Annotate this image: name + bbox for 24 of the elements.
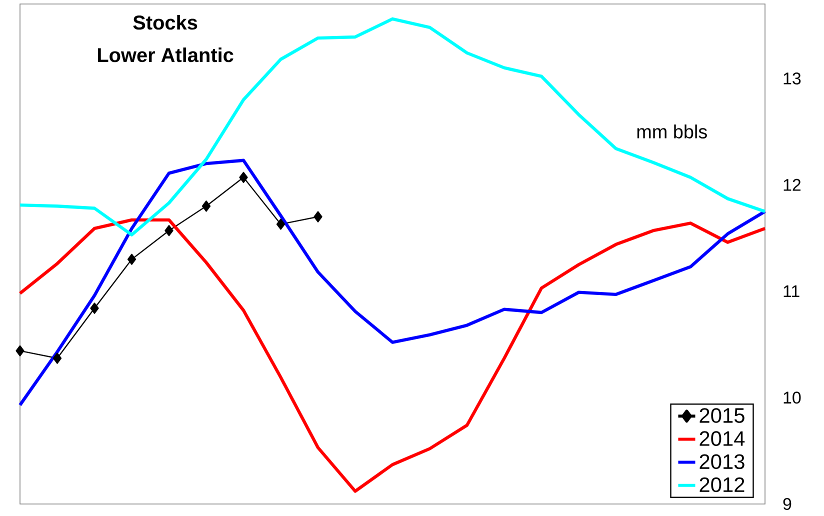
point xyxy=(314,211,322,222)
legend-label: 2012 xyxy=(700,477,744,492)
point xyxy=(16,345,24,356)
y-tick-label: 12 xyxy=(784,178,801,191)
y-tick-label: 11 xyxy=(784,285,800,298)
point xyxy=(164,225,174,236)
legend-label: 2013 xyxy=(700,454,744,470)
point xyxy=(276,218,286,230)
legend-label: 2014 xyxy=(700,431,745,446)
text: Lower Atlantic xyxy=(98,48,234,62)
legend-label: 2015 xyxy=(700,408,744,423)
point xyxy=(127,254,136,265)
point xyxy=(90,302,99,314)
line-series xyxy=(18,218,767,493)
y-tick-label: 10 xyxy=(784,392,801,404)
line-series xyxy=(18,17,767,236)
point xyxy=(239,172,248,183)
line-series xyxy=(18,158,767,407)
chart-title: Stocks xyxy=(133,15,198,30)
y-tick-label: 13 xyxy=(784,72,801,84)
point xyxy=(52,352,62,364)
annotation: mm bbls xyxy=(637,124,707,138)
y-tick-label: 9 xyxy=(783,498,792,510)
point xyxy=(202,200,211,212)
